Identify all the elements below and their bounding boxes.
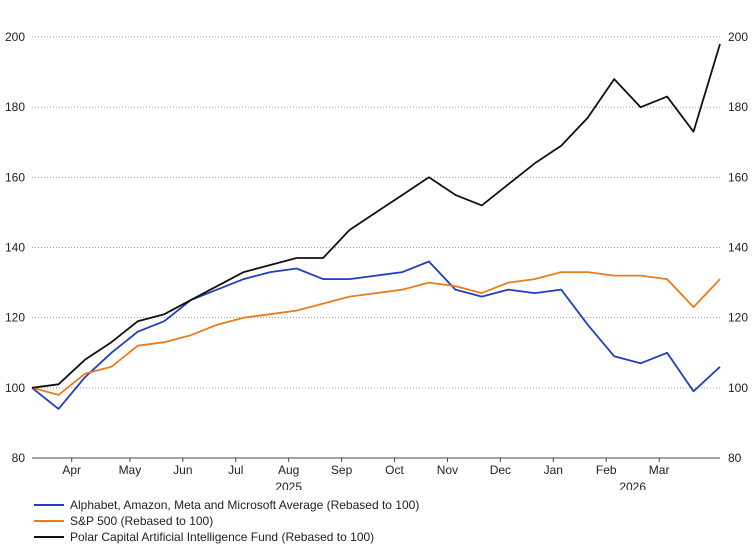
x-year-2025: 2025 xyxy=(275,480,302,490)
x-tick-jun: Jun xyxy=(173,463,192,477)
y-tick-right-200: 200 xyxy=(728,30,748,44)
x-tick-oct: Oct xyxy=(385,463,404,477)
legend-label-sp500: S&P 500 (Rebased to 100) xyxy=(70,514,214,528)
line-chart: 80 100 120 140 160 180 200 80 100 120 140 160 180 20… xyxy=(5,30,748,490)
legend-swatch-sp500 xyxy=(34,520,64,522)
legend-item-sp500: S&P 500 (Rebased to 100) xyxy=(34,513,419,529)
gridlines xyxy=(32,36,720,459)
y-tick-right-80: 80 xyxy=(728,451,742,465)
y-tick-left-140: 140 xyxy=(5,241,25,255)
legend: Alphabet, Amazon, Meta and Microsoft Ave… xyxy=(34,497,419,545)
y-tick-right-120: 120 xyxy=(728,311,748,325)
legend-swatch-ai-fund xyxy=(34,536,64,538)
y-tick-left-80: 80 xyxy=(12,451,26,465)
x-tick-sep: Sep xyxy=(331,463,353,477)
x-tick-feb: Feb xyxy=(596,463,617,477)
x-tick-jul: Jul xyxy=(228,463,243,477)
y-tick-right-140: 140 xyxy=(728,241,748,255)
x-tick-aug: Aug xyxy=(278,463,299,477)
x-tick-mar: Mar xyxy=(649,463,670,477)
x-tick-apr: Apr xyxy=(62,463,81,477)
legend-label-ai-fund: Polar Capital Artificial Intelligence Fu… xyxy=(70,530,375,544)
y-tick-right-160: 160 xyxy=(728,170,748,184)
y-tick-left-180: 180 xyxy=(5,100,25,114)
legend-item-ai-fund: Polar Capital Artificial Intelligence Fu… xyxy=(34,529,419,545)
legend-item-big-tech: Alphabet, Amazon, Meta and Microsoft Ave… xyxy=(34,497,419,513)
y-tick-right-180: 180 xyxy=(728,100,748,114)
y-tick-left-120: 120 xyxy=(5,311,25,325)
x-tick-may: May xyxy=(119,463,142,477)
x-tick-dec: Dec xyxy=(490,463,511,477)
series-sp500-line xyxy=(31,271,721,396)
x-year-2026: 2026 xyxy=(619,480,646,490)
y-tick-left-160: 160 xyxy=(5,170,25,184)
series-big-tech-line xyxy=(31,260,721,410)
series-lines xyxy=(31,43,721,410)
legend-label-big-tech: Alphabet, Amazon, Meta and Microsoft Ave… xyxy=(70,498,420,512)
series-ai-fund-line xyxy=(31,43,721,389)
y-tick-right-100: 100 xyxy=(728,381,748,395)
legend-swatch-big-tech xyxy=(34,504,64,506)
y-axis-right: 80 100 120 140 160 180 200 xyxy=(728,30,748,465)
x-tick-jan: Jan xyxy=(544,463,563,477)
y-tick-left-100: 100 xyxy=(5,381,25,395)
x-tick-nov: Nov xyxy=(437,463,458,477)
y-tick-left-200: 200 xyxy=(5,30,25,44)
x-axis: Apr May Jun Jul Aug Sep Oct Nov Dec Jan Feb Mar 2025… xyxy=(32,457,720,490)
y-axis-left: 80 100 120 140 160 180 200 xyxy=(5,30,25,465)
